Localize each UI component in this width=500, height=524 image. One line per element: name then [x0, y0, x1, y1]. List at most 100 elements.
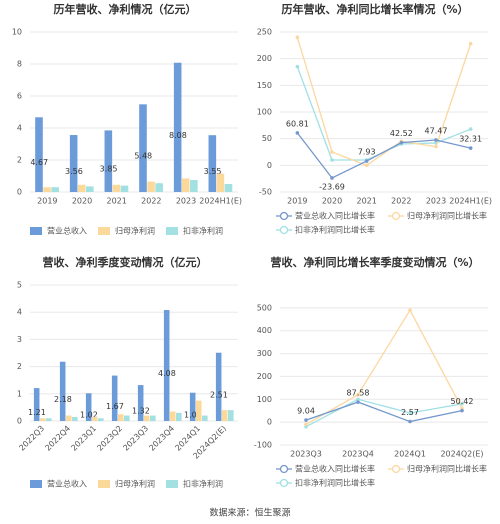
x-tick-label: 2021 [356, 197, 376, 206]
value-label: 4.08 [158, 369, 176, 378]
bar [104, 130, 113, 192]
y-tick-label: -50 [259, 188, 272, 197]
x-tick-label: 2024H1(E) [449, 197, 492, 206]
x-tick-label: 2023Q4 [342, 450, 374, 459]
value-label: 3.85 [100, 165, 118, 174]
value-label: 3.56 [65, 167, 83, 176]
chart-title: 历年营收、净利同比增长率情况（%） [281, 2, 468, 16]
y-tick-label: -100 [254, 441, 272, 450]
y-tick-label: 6 [17, 92, 22, 101]
y-tick-label: 200 [257, 54, 272, 63]
bar [59, 361, 66, 421]
y-tick-label: 0 [267, 418, 272, 427]
bar [195, 400, 202, 421]
bar [124, 415, 130, 421]
value-label: 60.81 [286, 119, 309, 128]
value-label: 1.02 [80, 411, 98, 420]
legend-label: 扣非净利润同比增长率 [295, 225, 375, 235]
y-tick-label: 100 [257, 108, 272, 117]
x-tick-label: 2023 [426, 197, 446, 206]
value-label: 8.08 [169, 131, 187, 140]
y-tick-label: 1 [17, 389, 22, 398]
legend-label: 营业总收入同比增长率 [295, 211, 375, 221]
x-tick-label: 2023 [176, 197, 196, 206]
bar [143, 415, 150, 421]
bar [86, 186, 94, 192]
legend-label: 营业总收入 [47, 226, 87, 236]
y-tick-label: 0 [17, 417, 22, 426]
value-label: 47.47 [425, 127, 448, 136]
y-tick-label: 2 [17, 362, 22, 371]
y-tick-label: 2 [17, 156, 22, 165]
y-tick-label: 3 [17, 335, 22, 344]
legend-swatch [279, 478, 289, 488]
point [408, 419, 412, 424]
value-label: 42.52 [390, 129, 413, 138]
point [295, 131, 300, 135]
bar [112, 184, 121, 192]
bar [98, 418, 104, 421]
bar [35, 117, 43, 192]
y-tick-label: 8 [17, 60, 22, 69]
legend-label: 扣非净利润 [183, 479, 223, 489]
point [408, 308, 412, 312]
line [305, 398, 463, 428]
x-tick-label: 2022Q4 [43, 424, 72, 453]
bar [202, 415, 208, 421]
legend-swatch [391, 464, 401, 474]
bar [120, 185, 129, 192]
bar [117, 414, 124, 421]
bar [181, 178, 190, 192]
y-tick-label: 400 [257, 326, 272, 335]
bar [77, 184, 86, 192]
line [296, 132, 471, 179]
value-label: 5.48 [134, 152, 152, 161]
x-tick-label: 2020 [72, 197, 92, 206]
bar [33, 388, 40, 421]
bar [69, 135, 78, 192]
value-label: 3.55 [204, 167, 222, 176]
bar [137, 385, 144, 421]
point [460, 408, 464, 413]
line [305, 401, 463, 423]
x-tick-label: 2019 [37, 197, 57, 206]
point [330, 150, 334, 154]
legend-swatch [279, 211, 289, 221]
point [460, 402, 464, 406]
bar [169, 411, 176, 421]
y-tick-label: 300 [257, 349, 272, 358]
legend-swatch [166, 480, 178, 488]
point [295, 64, 300, 69]
x-tick-label: 2019 [287, 197, 307, 206]
y-tick-label: 0 [267, 161, 272, 170]
bar [176, 412, 182, 421]
y-tick-label: 150 [257, 81, 272, 90]
point [304, 418, 308, 422]
y-tick-label: 4 [17, 124, 22, 133]
point [434, 138, 438, 142]
y-tick-label: 200 [257, 372, 272, 381]
legend-label: 归母净利润同比增长率 [407, 211, 487, 221]
legend-swatch [166, 227, 178, 235]
x-tick-label: 2023Q3 [121, 424, 150, 453]
point [399, 140, 404, 145]
bar [173, 62, 182, 192]
value-label: -23.69 [319, 182, 345, 191]
y-tick-label: 500 [257, 303, 272, 312]
point [330, 176, 334, 180]
x-tick-label: 2023Q4 [147, 424, 176, 453]
bar [155, 183, 163, 192]
value-label: 7.93 [358, 148, 376, 157]
value-label: 32.31 [459, 135, 482, 144]
legend-swatch [30, 227, 42, 235]
value-label: 1.32 [132, 407, 150, 416]
x-tick-label: 2024H1(E) [199, 197, 242, 206]
bar [147, 181, 155, 192]
point [434, 144, 438, 149]
x-tick-label: 2023Q2 [95, 424, 124, 453]
bar [91, 416, 98, 421]
point [295, 35, 300, 40]
x-tick-label: 2020 [322, 197, 342, 206]
point [356, 397, 360, 402]
